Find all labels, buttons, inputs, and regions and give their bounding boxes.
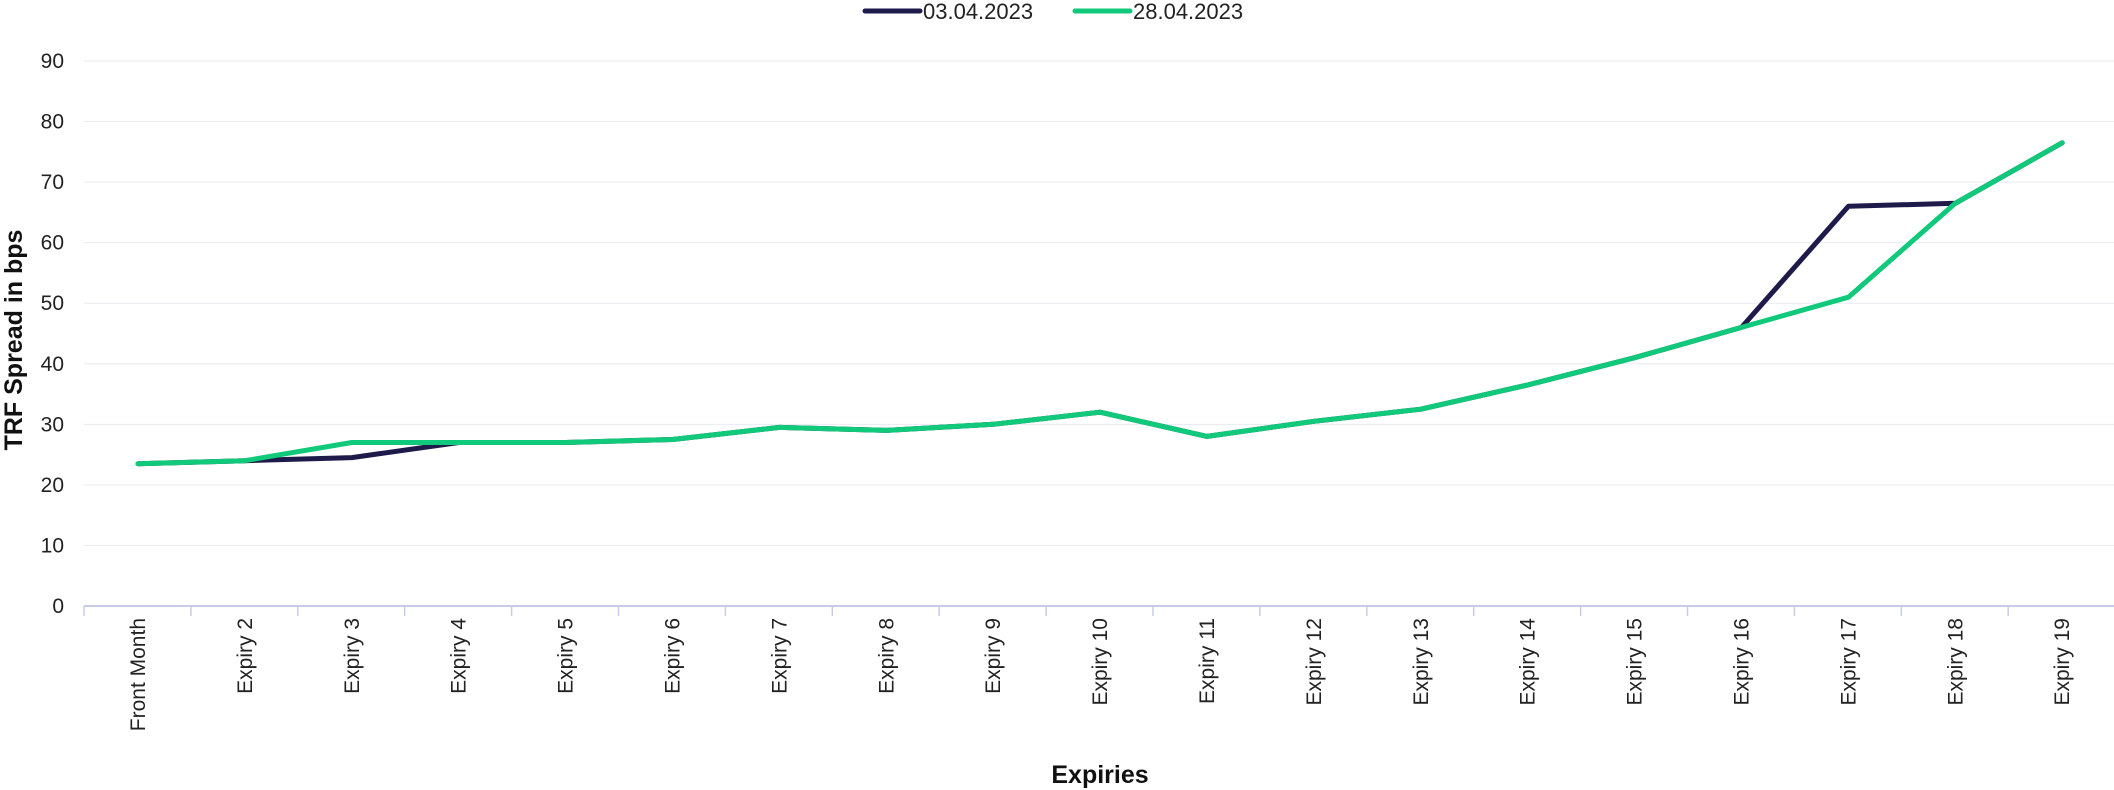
- x-tick-label: Expiry 3: [341, 618, 364, 694]
- y-axis: 0 10 20 30 40 50 60 70 80 90: [41, 50, 64, 618]
- x-tick-label: Expiry 18: [1944, 618, 1967, 706]
- y-tick-label: 0: [52, 595, 64, 618]
- x-tick-label: Expiry 7: [768, 618, 791, 694]
- y-tick-label: 40: [41, 353, 64, 376]
- x-tick-label: Expiry 15: [1624, 618, 1647, 706]
- x-axis: Front Month Expiry 2 Expiry 3 Expiry 4 Expir…: [83, 605, 2114, 731]
- y-tick-label: 80: [41, 111, 64, 134]
- y-tick-label: 60: [41, 232, 64, 255]
- x-tick-label: Front Month: [127, 618, 150, 731]
- x-tick-label: Expiry 5: [555, 618, 578, 694]
- x-tick-label: Expiry 8: [875, 618, 898, 694]
- x-tick-label: Expiry 4: [448, 618, 471, 694]
- x-tick-label: Expiry 11: [1196, 618, 1219, 704]
- legend-item: 03.04.2023: [862, 0, 1033, 24]
- y-tick-label: 70: [41, 171, 64, 194]
- x-tick-label: Expiry 16: [1731, 618, 1754, 706]
- y-tick-label: 50: [41, 292, 64, 315]
- x-axis-title: Expiries: [1051, 761, 1148, 789]
- series-lines: [135, 140, 2065, 467]
- x-tick-label: Expiry 17: [1837, 618, 1860, 706]
- x-tick-label: Expiry 13: [1410, 618, 1433, 706]
- legend-item: 28.04.2023: [1072, 0, 1243, 24]
- x-tick-label: Expiry 19: [2051, 618, 2074, 706]
- y-tick-label: 10: [41, 534, 64, 557]
- legend-label: 28.04.2023: [1133, 0, 1243, 24]
- y-tick-label: 90: [41, 50, 64, 73]
- x-tick-label: Expiry 14: [1517, 618, 1540, 706]
- legend: 03.04.2023 28.04.2023: [862, 0, 1243, 24]
- x-tick-label: Expiry 9: [982, 618, 1005, 694]
- y-tick-label: 30: [41, 413, 64, 436]
- legend-label: 03.04.2023: [923, 0, 1033, 24]
- y-axis-title: TRF Spread in bps: [0, 230, 28, 451]
- gridlines: [84, 60, 2114, 546]
- x-tick-label: Expiry 6: [662, 618, 685, 694]
- y-tick-label: 20: [41, 474, 64, 497]
- series-line-1: [135, 140, 2065, 467]
- x-tick-label: Expiry 12: [1303, 618, 1326, 706]
- x-tick-label: Expiry 10: [1089, 618, 1112, 706]
- x-tick-label: Expiry 2: [234, 618, 257, 694]
